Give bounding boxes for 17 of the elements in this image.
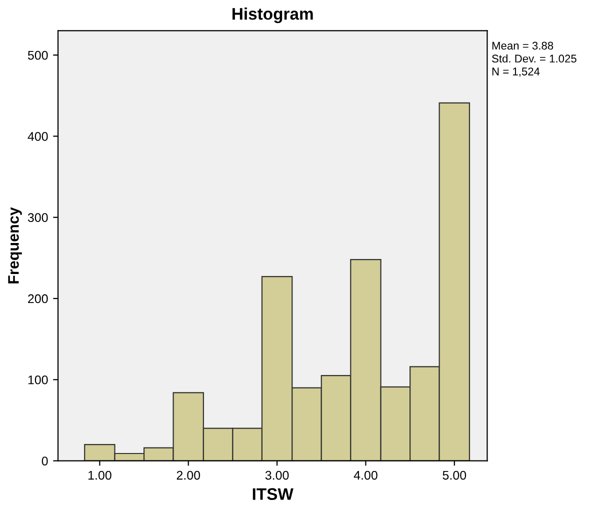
y-tick-label: 400 [28,132,48,141]
y-tick-label: 500 [28,50,48,60]
y-tick-label: 0 [42,456,48,466]
x-tick-label: 4.00 [354,470,378,480]
y-tick-label: 300 [28,213,48,222]
text: Std. Dev. = 1.025 [492,54,576,63]
y-axis-title: Frequency [8,207,22,284]
y-tick-label: 100 [28,375,48,384]
x-tick-label: 1.00 [88,470,112,480]
x-tick-label: 2.00 [176,470,200,480]
x-axis-title: ITSW [252,488,294,500]
text: Mean = 3.88 [492,42,554,50]
text: N = 1,524 [492,68,540,77]
y-tick-label: 200 [28,294,48,304]
x-tick-label: 5.00 [442,470,466,480]
x-tick-label: 3.00 [265,470,289,480]
chart-title: Histogram [232,8,313,24]
